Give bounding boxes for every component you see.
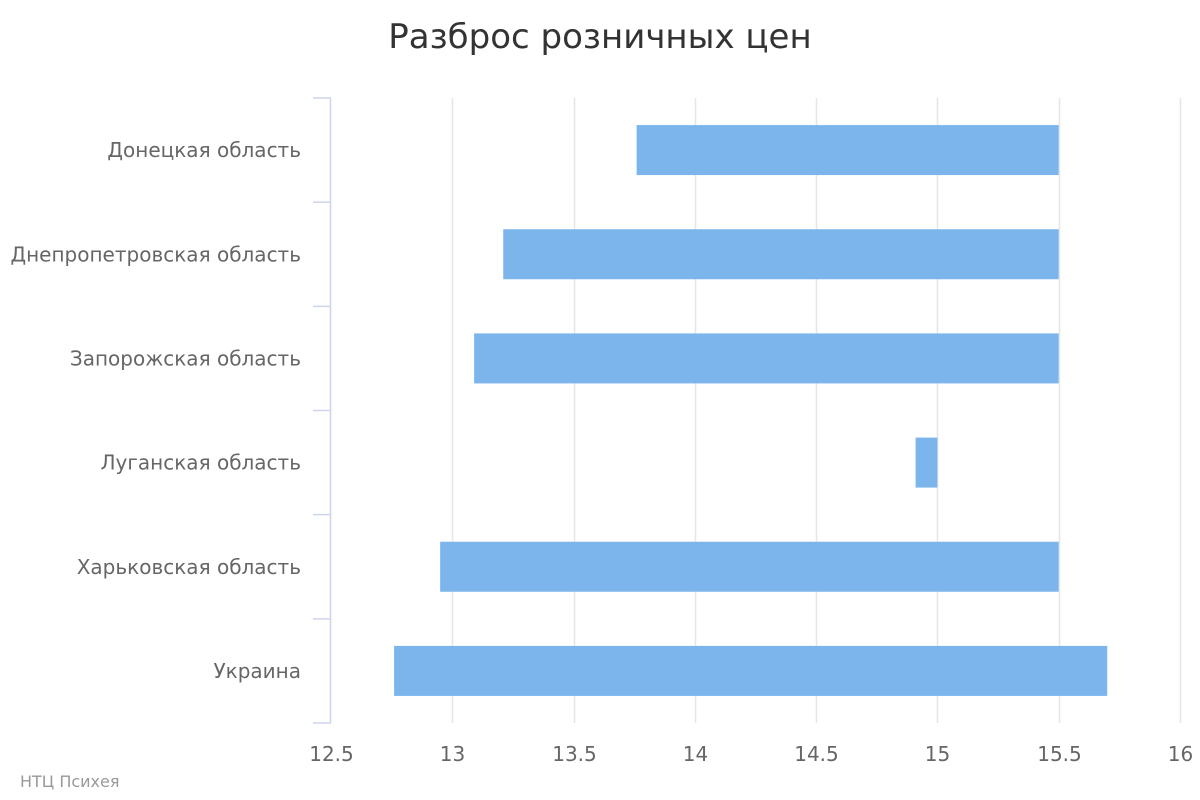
x-tick-label: 13: [440, 742, 465, 766]
category-label: Днепропетровская область: [10, 242, 301, 266]
gridlines: [451, 98, 1182, 723]
category-label: Донецкая область: [107, 138, 301, 162]
x-tick-label: 13.5: [552, 742, 597, 766]
range-bar[interactable]: [503, 229, 1059, 280]
category-label: Луганская область: [101, 451, 301, 475]
range-bar[interactable]: [440, 541, 1059, 592]
x-tick-labels: 12.5 13 13.5 14 14.5 15 15.5 16: [309, 742, 1193, 766]
bars: [394, 125, 1108, 696]
range-bar[interactable]: [394, 645, 1108, 696]
credits-link[interactable]: НТЦ Психея: [20, 772, 120, 791]
x-tick-label: 15: [925, 742, 950, 766]
x-tick-label: 14.5: [794, 742, 839, 766]
chart-title: Разброс розничных цен: [388, 17, 811, 57]
category-labels: Донецкая область Днепропетровская область…: [10, 138, 301, 683]
x-tick-label: 15.5: [1037, 742, 1082, 766]
range-bar[interactable]: [474, 333, 1059, 384]
x-tick-label: 14: [683, 742, 708, 766]
range-bar[interactable]: [636, 125, 1059, 176]
category-label: Харьковская область: [77, 555, 301, 579]
category-label: Украина: [213, 659, 301, 683]
range-bar[interactable]: [915, 437, 938, 488]
category-axis: [313, 97, 332, 724]
x-tick-label: 12.5: [309, 742, 354, 766]
category-label: Запорожская область: [70, 346, 301, 370]
x-tick-label: 16: [1168, 742, 1193, 766]
